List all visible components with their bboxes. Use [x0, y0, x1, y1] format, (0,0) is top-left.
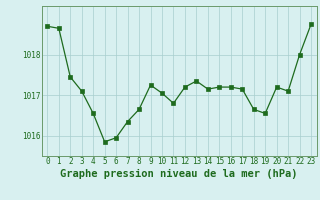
X-axis label: Graphe pression niveau de la mer (hPa): Graphe pression niveau de la mer (hPa): [60, 169, 298, 179]
